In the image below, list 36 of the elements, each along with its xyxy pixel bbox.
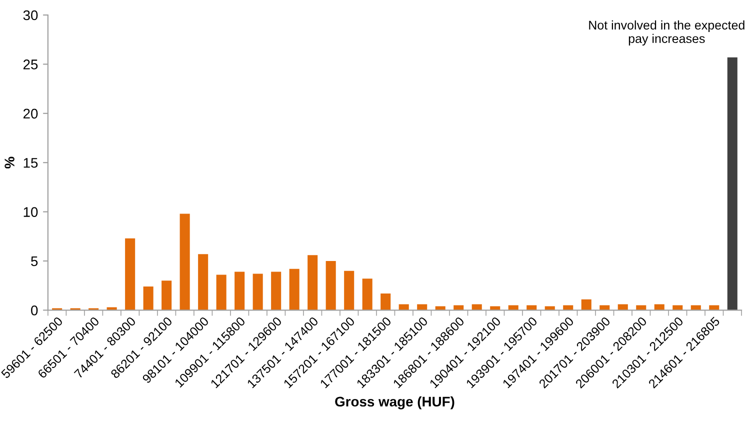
annotation: Not involved in the expected pay increases — [589, 20, 744, 46]
y-axis-title: % — [4, 156, 14, 168]
bar — [636, 305, 646, 310]
bar — [727, 57, 738, 310]
bar — [526, 305, 537, 310]
y-tick-label: 25 — [23, 60, 38, 70]
bar — [271, 272, 282, 310]
bar — [508, 305, 518, 310]
bar — [234, 272, 245, 310]
x-axis-title: Gross wage (HUF) — [335, 396, 454, 410]
y-tick-label: 0 — [31, 306, 38, 316]
bar — [180, 214, 190, 310]
y-tick-label: 15 — [24, 158, 38, 168]
bar — [563, 305, 574, 310]
bar — [362, 278, 372, 310]
bar — [581, 299, 592, 310]
bar — [326, 260, 336, 310]
bar — [600, 305, 610, 310]
bar — [454, 305, 464, 310]
y-tick-label: 5 — [31, 256, 38, 266]
bar — [125, 238, 136, 310]
bar — [252, 274, 263, 310]
bar — [289, 268, 300, 310]
bar — [690, 305, 701, 310]
bar — [216, 274, 226, 310]
bar — [709, 305, 720, 310]
bar — [672, 305, 683, 310]
bar — [143, 286, 154, 310]
y-tick-label: 20 — [23, 108, 38, 119]
bar — [344, 270, 354, 310]
bar — [162, 280, 172, 310]
y-tick-label: 10 — [24, 207, 38, 217]
bar — [380, 293, 391, 310]
bar — [198, 254, 208, 310]
bar — [308, 255, 318, 310]
y-tick-label: 30 — [23, 10, 38, 20]
